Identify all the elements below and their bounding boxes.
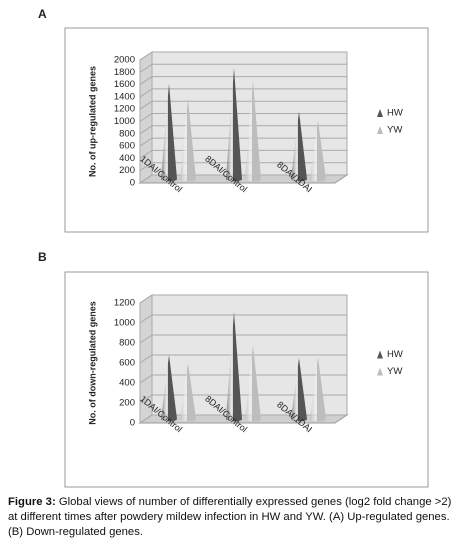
grid-line xyxy=(139,174,153,184)
y-tick-label: 400 xyxy=(119,153,135,164)
y-tick-label: 1400 xyxy=(114,91,135,102)
y-tick-label: 1800 xyxy=(114,67,135,78)
cone xyxy=(291,111,307,182)
grid-line xyxy=(139,137,153,147)
caption-text: Global views of number of differentially… xyxy=(8,496,452,538)
grid-line xyxy=(139,394,153,404)
cone xyxy=(226,312,242,422)
cone xyxy=(310,357,326,422)
y-tick-label: 0 xyxy=(130,418,135,429)
legend-label: HW xyxy=(387,349,403,360)
caption: Figure 3: Global views of number of diff… xyxy=(8,495,456,540)
panel-label: A xyxy=(38,7,47,21)
grid-line xyxy=(139,334,153,344)
y-tick-label: 1600 xyxy=(114,79,135,90)
grid-line xyxy=(139,162,153,172)
y-tick-label: 600 xyxy=(119,141,135,152)
figure: A0200400600800100012001400160018002000No… xyxy=(38,7,429,488)
cone xyxy=(180,363,196,422)
y-tick-label: 2000 xyxy=(114,55,135,66)
legend-swatch xyxy=(377,350,383,359)
y-tick-label: 1000 xyxy=(114,318,135,329)
grid-line xyxy=(139,63,153,73)
legend-label: HW xyxy=(387,108,403,119)
grid-line xyxy=(139,51,153,61)
grid-line xyxy=(139,354,153,364)
y-tick-label: 800 xyxy=(119,128,135,139)
grid-line xyxy=(139,76,153,86)
y-tick-label: 1200 xyxy=(114,104,135,115)
caption-label: Figure 3: xyxy=(8,496,56,508)
grid-line xyxy=(139,113,153,122)
legend-swatch xyxy=(377,367,383,376)
y-axis-title: No. of up-regulated genes xyxy=(87,66,97,177)
cone xyxy=(310,120,326,182)
legend-label: YW xyxy=(387,366,402,377)
y-tick-label: 1000 xyxy=(114,116,135,127)
grid-line xyxy=(139,125,153,135)
y-tick-label: 800 xyxy=(119,338,135,349)
y-tick-label: 400 xyxy=(119,378,135,389)
y-tick-label: 200 xyxy=(119,398,135,409)
legend-swatch xyxy=(377,126,383,134)
grid-line xyxy=(139,374,153,384)
y-tick-label: 0 xyxy=(130,178,135,189)
grid-line xyxy=(139,149,153,159)
cone xyxy=(245,80,261,182)
legend-label: YW xyxy=(387,125,402,136)
grid-line xyxy=(139,294,153,304)
cone xyxy=(226,68,242,182)
y-axis-title: No. of down-regulated genes xyxy=(87,301,97,425)
cone xyxy=(291,358,307,422)
grid-line xyxy=(139,314,153,324)
cone xyxy=(161,355,177,422)
cone xyxy=(245,346,261,422)
grid-line xyxy=(139,414,153,424)
cone xyxy=(180,99,196,182)
y-tick-label: 1200 xyxy=(114,298,135,309)
grid-line xyxy=(139,88,153,98)
grid-line xyxy=(139,100,153,110)
panel-label: B xyxy=(38,250,47,264)
legend-swatch xyxy=(377,109,383,117)
cone xyxy=(161,83,177,182)
y-tick-label: 600 xyxy=(119,358,135,369)
y-tick-label: 200 xyxy=(119,165,135,176)
